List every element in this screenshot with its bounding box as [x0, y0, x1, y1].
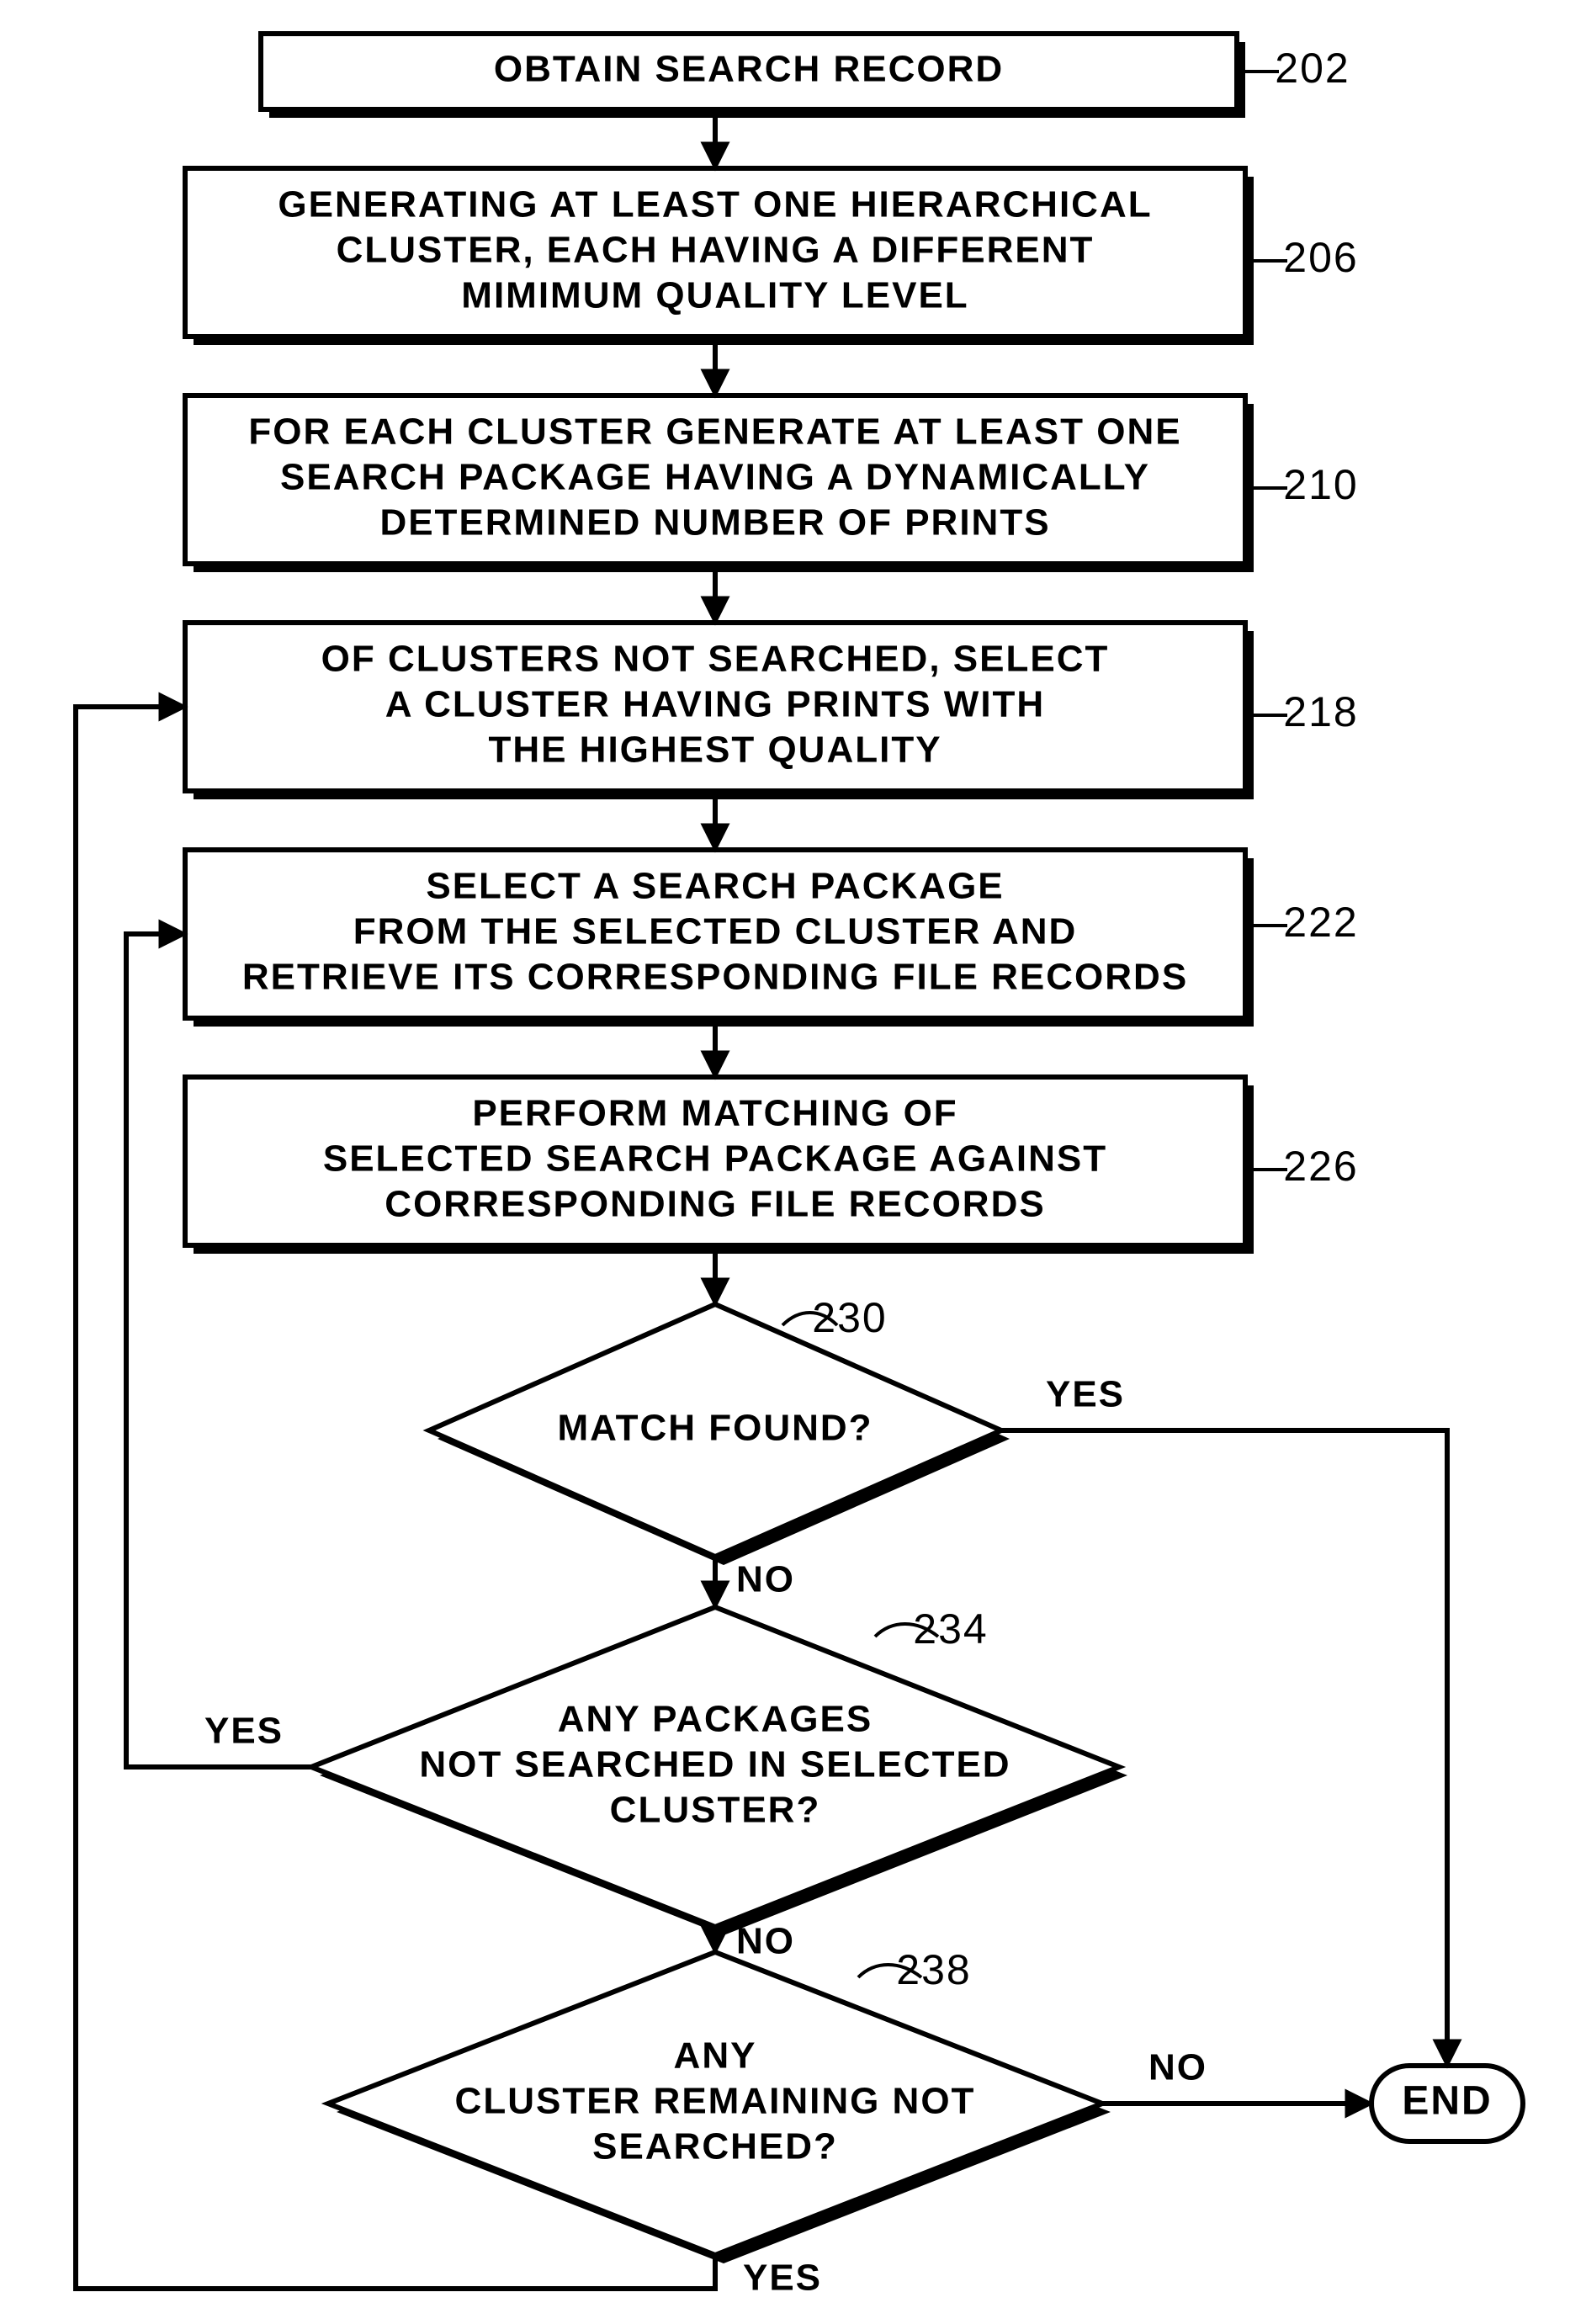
box-text: SELECT A SEARCH PACKAGE	[426, 866, 1004, 907]
process-box-b218: OF CLUSTERS NOT SEARCHED, SELECTA CLUSTE…	[185, 623, 1359, 799]
box-text: GENERATING AT LEAST ONE HIERARCHICAL	[278, 184, 1152, 226]
diamond-text: MATCH FOUND?	[557, 1408, 873, 1449]
decision-diamond-d230: MATCH FOUND? 230	[429, 1294, 1010, 1565]
diamond-text: ANY PACKAGES	[558, 1699, 873, 1740]
box-text: RETRIEVE ITS CORRESPONDING FILE RECORDS	[242, 957, 1188, 998]
box-text: SEARCH PACKAGE HAVING A DYNAMICALLY	[280, 457, 1150, 498]
box-text: FROM THE SELECTED CLUSTER AND	[353, 911, 1078, 952]
flowchart-canvas: OBTAIN SEARCH RECORD 202 GENERATING AT LEA…	[0, 0, 1586, 2324]
diamond-text: CLUSTER REMAINING NOT	[455, 2081, 976, 2122]
process-box-b226: PERFORM MATCHING OFSELECTED SEARCH PACKA…	[185, 1077, 1359, 1254]
edge-label: YES	[204, 1711, 284, 1752]
edge-label: NO	[1148, 2047, 1207, 2088]
box-text: OF CLUSTERS NOT SEARCHED, SELECT	[321, 639, 1110, 680]
process-box-b222: SELECT A SEARCH PACKAGEFROM THE SELECTED…	[185, 850, 1359, 1027]
reference-number: 226	[1283, 1143, 1358, 1190]
box-text: FOR EACH CLUSTER GENERATE AT LEAST ONE	[248, 411, 1181, 453]
edge-label: NO	[736, 1921, 795, 1962]
diamond-text: SEARCHED?	[592, 2126, 838, 2167]
box-text: CORRESPONDING FILE RECORDS	[385, 1184, 1045, 1225]
reference-number: 222	[1283, 899, 1358, 946]
box-text: THE HIGHEST QUALITY	[488, 730, 942, 771]
terminator-end: END	[1371, 2066, 1523, 2141]
box-text: MIMIMUM QUALITY LEVEL	[461, 275, 968, 316]
connector-a9: YES	[1001, 1374, 1447, 2066]
box-text: DETERMINED NUMBER OF PRINTS	[379, 502, 1050, 544]
diamond-text: CLUSTER?	[610, 1790, 821, 1831]
diamond-text: ANY	[674, 2035, 757, 2077]
box-text: CLUSTER, EACH HAVING A DIFFERENT	[337, 230, 1095, 271]
reference-number: 230	[812, 1294, 887, 1341]
connector-a11: YES	[126, 934, 311, 1767]
reference-number: 206	[1283, 234, 1358, 281]
edge-label: YES	[1046, 1374, 1125, 1415]
connector-a7: NO	[715, 1557, 795, 1607]
box-text: A CLUSTER HAVING PRINTS WITH	[385, 684, 1045, 725]
connector-a10: NO	[1102, 2047, 1371, 2104]
box-text: PERFORM MATCHING OF	[472, 1093, 957, 1134]
edge-label: YES	[743, 2258, 822, 2299]
reference-number: 202	[1275, 45, 1350, 92]
process-box-b206: GENERATING AT LEAST ONE HIERARCHICALCLUS…	[185, 168, 1359, 345]
end-label: END	[1402, 2079, 1492, 2124]
diamond-text: NOT SEARCHED IN SELECTED	[419, 1744, 1010, 1785]
reference-number: 210	[1283, 461, 1358, 508]
edge-label: NO	[736, 1559, 795, 1600]
box-text: OBTAIN SEARCH RECORD	[494, 49, 1004, 90]
decision-diamond-d234: ANY PACKAGESNOT SEARCHED IN SELECTED CLUS…	[311, 1605, 1127, 1935]
process-box-b210: FOR EACH CLUSTER GENERATE AT LEAST ONESE…	[185, 395, 1359, 572]
reference-number: 218	[1283, 688, 1358, 735]
decision-diamond-d238: ANYCLUSTER REMAINING NOTSEARCHED?238	[328, 1946, 1111, 2263]
process-box-b202: OBTAIN SEARCH RECORD 202	[261, 34, 1350, 118]
box-text: SELECTED SEARCH PACKAGE AGAINST	[323, 1138, 1107, 1180]
